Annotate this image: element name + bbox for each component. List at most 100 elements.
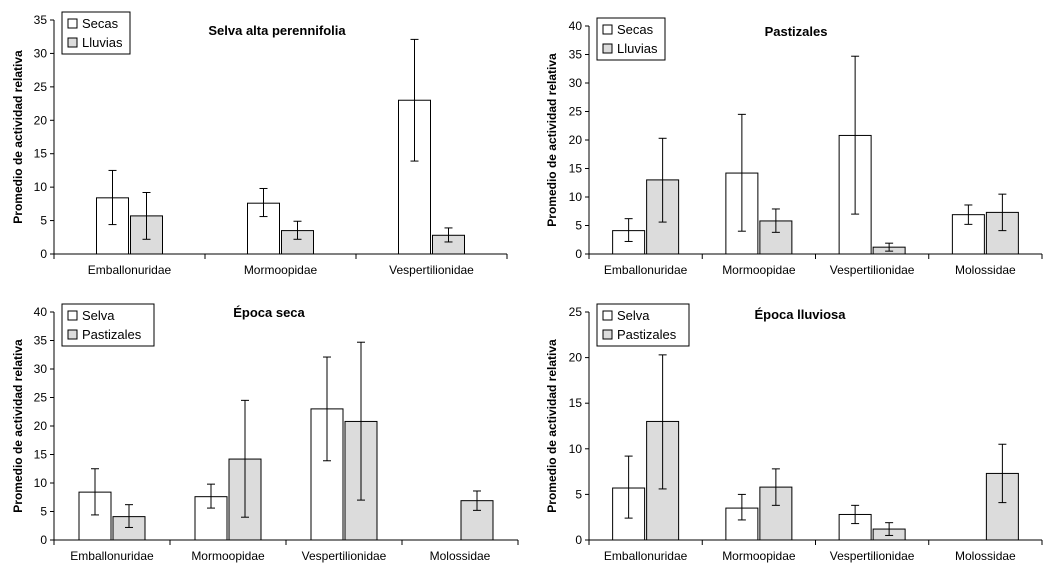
legend-swatch: [67, 310, 78, 321]
y-axis-label: Promedio de actividad relativa: [545, 53, 559, 227]
error-bar: [737, 113, 746, 232]
error-bar: [851, 55, 860, 215]
legend-swatch: [602, 310, 613, 321]
y-tick-label: 15: [34, 448, 48, 462]
y-tick-label: 0: [575, 247, 582, 261]
legend-label: Secas: [82, 16, 119, 31]
y-axis-label: Promedio de actividad relativa: [11, 339, 25, 513]
error-bar: [357, 341, 365, 501]
category-label: Molossidae: [955, 549, 1016, 563]
error-bar: [142, 191, 151, 240]
y-tick-label: 35: [34, 334, 48, 348]
category-label: Vespertilionidae: [830, 549, 915, 563]
legend: Selva Pastizales: [61, 303, 155, 347]
category-label: Molossidae: [430, 549, 491, 563]
error-bar: [998, 443, 1007, 504]
category-label: Emballonuridae: [604, 549, 688, 563]
legend: Secas Lluvias: [596, 17, 666, 61]
category-label: Emballonuridae: [604, 263, 688, 277]
bar-pastizales: [460, 500, 494, 541]
legend-label: Pastizales: [82, 327, 142, 342]
y-tick-label: 30: [34, 46, 48, 60]
y-tick-label: 0: [40, 533, 47, 547]
y-tick-label: 35: [569, 48, 583, 62]
error-bar: [91, 468, 99, 516]
y-tick-label: 5: [575, 219, 582, 233]
error-bar: [737, 493, 746, 521]
chart-title: Selva alta perennifolia: [208, 23, 346, 38]
legend-label: Lluvias: [617, 41, 658, 56]
legend-swatch: [602, 43, 613, 54]
error-bar: [207, 483, 215, 509]
y-axis-label: Promedio de actividad relativa: [545, 339, 559, 513]
y-tick-label: 20: [34, 113, 48, 127]
error-bar: [658, 354, 667, 490]
legend-label: Lluvias: [82, 35, 123, 50]
legend-label: Selva: [82, 308, 115, 323]
y-tick-label: 25: [34, 80, 48, 94]
legend: Selva Pastizales: [596, 303, 690, 347]
category-label: Emballonuridae: [88, 263, 172, 277]
y-tick-label: 5: [575, 487, 582, 501]
error-bar: [658, 137, 667, 223]
error-bar: [410, 38, 419, 162]
chart-panel-2: 0 5 10 15 20 25 30 35 40 Emballonuridae Mormoopida…: [545, 17, 1043, 277]
error-bar: [259, 187, 268, 218]
category-label: Vespertilionidae: [830, 263, 915, 277]
y-tick-label: 20: [569, 351, 583, 365]
error-bar: [624, 218, 633, 242]
y-tick-label: 25: [569, 305, 583, 319]
chart-title: Época lluviosa: [754, 307, 846, 322]
y-tick-label: 40: [34, 305, 48, 319]
category-label: Emballonuridae: [70, 549, 154, 563]
error-bar: [885, 522, 894, 536]
chart-title: Pastizales: [765, 24, 828, 39]
y-tick-label: 0: [575, 533, 582, 547]
category-label: Vespertilionidae: [389, 263, 474, 277]
error-bar: [851, 504, 860, 525]
legend-swatch: [67, 37, 78, 48]
bar-secas: [247, 202, 280, 255]
error-bar: [771, 208, 780, 233]
category-label: Mormoopidae: [244, 263, 318, 277]
y-tick-label: 15: [569, 162, 583, 176]
error-bar: [771, 468, 780, 506]
legend-swatch: [67, 18, 78, 29]
chart-panel-4: 0 5 10 15 20 25 Emballonuridae Mormoopidae Vespe…: [545, 303, 1043, 563]
error-bar: [108, 169, 117, 226]
legend: Secas Lluvias: [61, 11, 131, 55]
error-bar: [998, 193, 1007, 232]
error-bar: [964, 204, 973, 225]
legend-label: Selva: [617, 308, 650, 323]
error-bar: [473, 490, 481, 511]
y-tick-label: 30: [34, 362, 48, 376]
error-bar: [624, 455, 633, 519]
category-label: Mormoopidae: [722, 549, 796, 563]
y-tick-label: 5: [40, 214, 47, 228]
error-bar: [323, 356, 331, 462]
y-tick-label: 0: [40, 247, 47, 261]
category-label: Vespertilionidae: [302, 549, 387, 563]
y-tick-label: 35: [34, 13, 48, 27]
y-tick-label: 20: [569, 133, 583, 147]
y-tick-label: 25: [569, 105, 583, 119]
legend-swatch: [602, 329, 613, 340]
y-tick-label: 10: [34, 476, 48, 490]
y-tick-label: 10: [34, 180, 48, 194]
y-tick-label: 30: [569, 76, 583, 90]
bar-selva: [838, 513, 872, 541]
chart-panel-1: 0 5 10 15 20 25 30 35 Emballonuridae Mormoopidae V…: [11, 11, 508, 277]
chart-panel-3: 0 5 10 15 20 25 30 35 40 Emballonuridae Mormoopida…: [11, 303, 519, 563]
error-bar: [125, 504, 133, 528]
error-bar: [444, 227, 453, 243]
bar-selva: [194, 496, 228, 541]
category-label: Molossidae: [955, 263, 1016, 277]
y-tick-label: 15: [569, 396, 583, 410]
y-tick-label: 15: [34, 147, 48, 161]
legend-label: Secas: [617, 22, 654, 37]
chart-title: Época seca: [233, 305, 305, 320]
category-label: Mormoopidae: [722, 263, 796, 277]
y-tick-label: 10: [569, 190, 583, 204]
y-axis-label: Promedio de actividad relativa: [11, 50, 25, 224]
y-tick-label: 5: [40, 505, 47, 519]
